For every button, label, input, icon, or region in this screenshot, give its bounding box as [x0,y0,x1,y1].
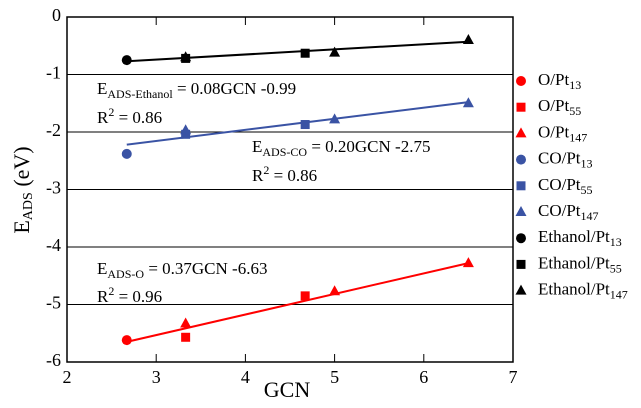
legend-marker [516,233,526,244]
legend-marker [515,127,527,138]
eq-main: E [97,259,107,278]
eq-sub: ADS-O [107,267,144,281]
y-tick-label: -2 [46,120,61,140]
legend-marker [516,102,526,112]
data-point [180,124,192,135]
data-point [181,129,191,139]
eq-rest: = 0.08GCN -0.99 [173,79,296,98]
legend-name: O/Pt [538,122,569,141]
y-tick-label: -1 [46,63,61,83]
legend-sub: 147 [610,287,628,301]
x-tick-label: 3 [152,367,161,387]
legend-sub: 147 [569,130,587,144]
r2-rest: = 0.86 [114,108,162,127]
r2-main: R [97,108,109,127]
r2-rest: = 0.96 [114,287,162,306]
x-tick-label: 2 [63,367,72,387]
legend-sub: 13 [610,235,622,249]
data-point [121,148,132,159]
legend-name: CO/Pt [538,149,581,168]
legend-label: Ethanol/Pt55 [538,253,622,275]
legend-label: O/Pt55 [538,96,581,118]
r2-sup: 2 [263,163,269,177]
legend-marker [515,284,527,295]
legend-marker [516,259,526,269]
legend-marker [516,76,526,86]
r2-main: R [97,287,109,306]
fit-line [126,40,469,63]
legend-name: O/Pt [538,96,569,115]
data-point [180,317,192,328]
data-point [180,51,192,62]
fit-equation: EADS-Ethanol = 0.08GCN -0.99 [97,79,296,101]
eq-main: E [97,79,107,98]
legend-label: CO/Pt147 [538,201,599,223]
data-point [121,335,132,346]
legend-name: CO/Pt [538,175,581,194]
x-tick-label: 5 [330,367,339,387]
y-axis-label: EADS (eV) [9,146,36,233]
y-label-sub: ADS [21,192,36,220]
legend-name: Ethanol/Pt [538,280,610,299]
eq-rest: = 0.20GCN -2.75 [307,137,430,156]
data-point [300,120,310,130]
legend-sub: 13 [581,156,593,170]
y-tick-label: -3 [46,178,61,198]
r2-sup: 2 [108,284,114,298]
data-point [181,332,191,342]
x-axis-label: GCN [264,377,311,402]
legend-sub: 13 [569,78,581,92]
fit-line [126,262,469,343]
data-point [300,291,310,301]
legend-sub: 55 [610,261,622,275]
fit-r2: R2 = 0.86 [252,163,317,185]
fit-r2: R2 = 0.96 [97,284,162,306]
data-point [300,48,310,58]
legend-sub: 55 [569,104,581,118]
fit-equation: EADS-CO = 0.20GCN -2.75 [252,137,430,159]
legend-marker [515,206,527,216]
eq-rest: = 0.37GCN -6.63 [144,259,267,278]
fit-r2: R2 = 0.86 [97,105,162,127]
data-point [462,34,474,44]
x-tick-label: 4 [241,367,250,387]
legend-name: O/Pt [538,70,569,89]
eq-main: E [252,137,262,156]
r2-sup: 2 [108,105,114,119]
x-tick-label: 6 [419,367,428,387]
eq-sub: ADS-Ethanol [107,87,173,101]
legend-marker [516,154,526,165]
legend-sub: 147 [581,209,599,223]
r2-main: R [252,166,264,185]
data-point [462,97,474,108]
data-point [329,285,341,296]
legend-label: Ethanol/Pt13 [538,227,622,249]
legend-label: Ethanol/Pt147 [538,280,628,302]
legend-label: O/Pt13 [538,70,581,92]
legend-name: Ethanol/Pt [538,227,610,246]
data-point [462,257,474,268]
legend-sub: 55 [581,183,593,197]
r2-rest: = 0.86 [269,166,317,185]
legend-name: Ethanol/Pt [538,253,610,272]
x-tick-label: 7 [509,367,518,387]
data-point [329,46,341,57]
fit-equation: EADS-O = 0.37GCN -6.63 [97,259,267,281]
legend-label: CO/Pt55 [538,175,593,197]
y-tick-label: -6 [46,350,61,370]
legend-label: CO/Pt13 [538,149,593,171]
plot-frame [66,16,514,363]
data-point [121,55,132,66]
legend-name: CO/Pt [538,201,581,220]
y-label-main: E [9,220,34,233]
y-tick-label: -5 [46,293,61,313]
legend-marker [516,181,526,191]
data-point [329,113,341,124]
eq-sub: ADS-CO [262,145,307,159]
legend-label: O/Pt147 [538,122,587,144]
y-tick-label: -4 [46,235,61,255]
y-label-rest: (eV) [9,146,34,192]
y-tick-label: 0 [52,5,61,25]
